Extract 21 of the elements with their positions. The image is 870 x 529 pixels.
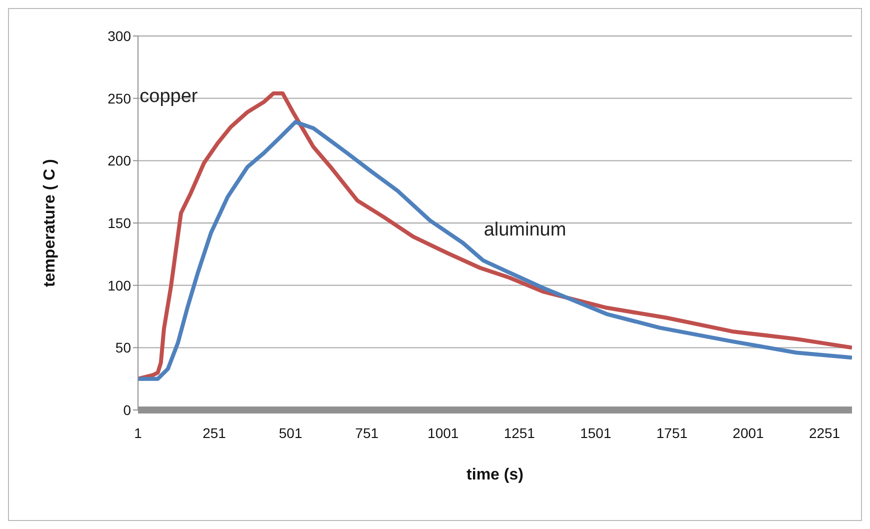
x-tick-label: 501 [278, 424, 302, 441]
x-axis-title: time (s) [466, 466, 524, 484]
x-tick-label: 2001 [732, 424, 764, 441]
y-tick-label: 0 [123, 402, 132, 418]
x-tick-label: 1001 [428, 424, 459, 441]
y-tick-label: 300 [108, 28, 132, 44]
x-tick-label: 1 [134, 424, 142, 441]
series-label: aluminum [484, 220, 566, 241]
x-tick-label: 1251 [504, 424, 536, 441]
x-tick-label: 1501 [580, 424, 612, 441]
y-axis-title: temperature ( C ) [42, 158, 59, 288]
x-tick-label: 251 [202, 424, 226, 441]
x-tick-label: 1751 [656, 424, 688, 441]
y-tick-label: 200 [108, 152, 132, 169]
text: copper [140, 86, 198, 108]
y-tick-label: 250 [108, 90, 132, 106]
x-tick-label: 2251 [808, 424, 840, 441]
y-tick-label: 150 [108, 214, 132, 231]
y-tick-label: 100 [108, 277, 132, 294]
x-tick-label: 751 [355, 424, 379, 441]
y-tick-label: 50 [115, 340, 132, 356]
